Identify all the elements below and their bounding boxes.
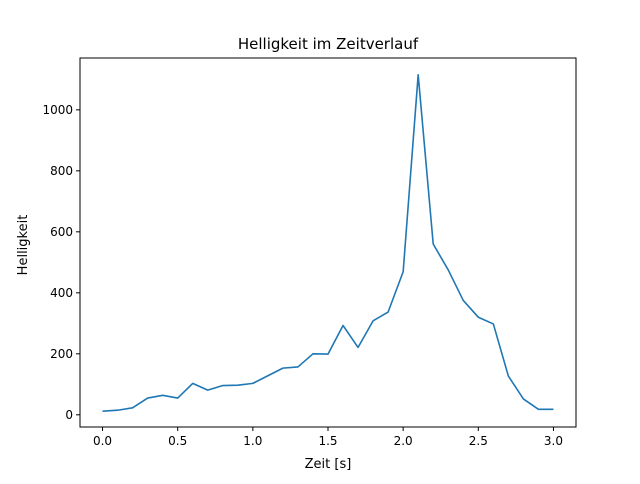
x-tick-label: 1.0 <box>243 434 262 448</box>
x-tick-label: 0.0 <box>93 434 112 448</box>
y-tick-label: 200 <box>50 347 73 361</box>
chart-title: Helligkeit im Zeitverlauf <box>238 35 419 53</box>
plot-area: 0.0 0.5 1.0 1.5 2.0 2.5 3.0 0 200 400 600 800 1000 <box>42 57 577 448</box>
y-tick-label: 1000 <box>42 103 73 117</box>
y-tick-label: 0 <box>65 408 73 422</box>
y-axis-label: Helligkeit <box>16 215 31 276</box>
data-series-line <box>102 73 554 412</box>
y-tick-label: 600 <box>50 225 73 239</box>
y-tick-label: 800 <box>50 164 73 178</box>
x-tick-label: 2.0 <box>394 434 413 448</box>
x-axis-label: Zeit [s] <box>305 457 352 472</box>
x-tick-label: 0.5 <box>168 434 187 448</box>
x-tick-label: 2.5 <box>469 434 488 448</box>
x-tick-label: 1.5 <box>318 434 337 448</box>
x-tick-label: 3.0 <box>544 434 563 448</box>
y-tick-label: 400 <box>50 286 73 300</box>
